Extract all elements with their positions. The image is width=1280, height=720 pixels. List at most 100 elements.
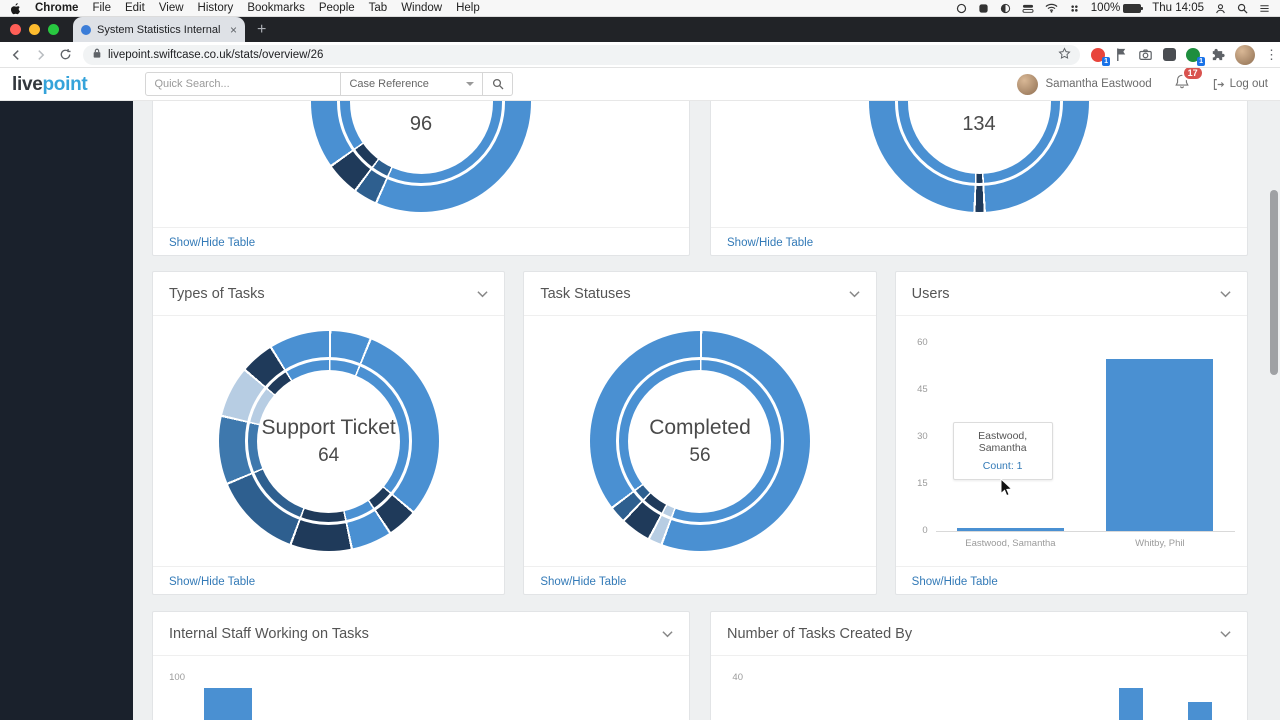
apple-menu-icon[interactable] — [10, 2, 21, 15]
menu-view[interactable]: View — [158, 2, 184, 14]
menu-file[interactable]: File — [92, 2, 111, 14]
card-body: Support Ticket 64 — [153, 316, 504, 566]
bar[interactable] — [956, 527, 1064, 531]
bookmark-star-icon[interactable] — [1058, 46, 1071, 63]
menubar-app-name[interactable]: Chrome — [35, 2, 79, 14]
extension-flag-icon[interactable] — [1115, 47, 1128, 62]
show-hide-table-link[interactable]: Show/Hide Table — [911, 575, 998, 588]
card-title: Types of Tasks — [169, 285, 265, 302]
chevron-down-icon[interactable] — [477, 290, 488, 298]
show-hide-table-link[interactable]: Show/Hide Table — [169, 236, 256, 249]
card-row-1: 96 Show/Hide Table 134 Show/Hide Table — [152, 101, 1248, 256]
y-axis-tick: 40 — [732, 672, 743, 683]
show-hide-table-link[interactable]: Show/Hide Table — [169, 575, 256, 588]
donut-chart-2[interactable]: 134 — [869, 101, 1089, 212]
menu-help[interactable]: Help — [456, 2, 480, 14]
battery-indicator[interactable]: 100% — [1090, 2, 1144, 14]
chevron-down-icon[interactable] — [849, 290, 860, 298]
x-axis-label: Whitby, Phil — [1135, 538, 1185, 549]
close-window-button[interactable] — [10, 24, 21, 35]
card-header[interactable]: Internal Staff Working on Tasks — [153, 612, 689, 656]
url-text[interactable]: livepoint.swiftcase.co.uk/stats/overview… — [108, 48, 324, 61]
extension-icon-1[interactable]: 1 — [1091, 47, 1110, 66]
menu-history[interactable]: History — [197, 2, 234, 14]
menubar-clock[interactable]: Thu 14:05 — [1152, 2, 1204, 14]
x-axis-line — [935, 531, 1235, 532]
status-icon-2[interactable] — [978, 3, 989, 14]
types-of-tasks-card: Types of Tasks Support Ticket 64 Show/Hi… — [152, 271, 506, 596]
sidebar[interactable] — [0, 101, 133, 720]
dashboard-main: 96 Show/Hide Table 134 Show/Hide Table T — [133, 101, 1280, 720]
extension-badge: 1 — [1197, 56, 1205, 66]
menu-window[interactable]: Window — [401, 2, 443, 14]
case-reference-select[interactable]: Case Reference — [341, 72, 484, 96]
app-header: livepoint Case Reference Samantha Eastwo… — [0, 65, 1280, 101]
user-avatar[interactable] — [1016, 73, 1038, 95]
extension-icon-3[interactable]: 1 — [1186, 47, 1205, 66]
browser-tab-active[interactable]: System Statistics Internal - Liv × — [73, 17, 245, 42]
close-tab-icon[interactable]: × — [229, 22, 237, 37]
search-button[interactable] — [483, 72, 514, 96]
task-statuses-donut[interactable]: Completed 56 — [589, 331, 810, 551]
show-hide-table-link[interactable]: Show/Hide Table — [540, 575, 627, 588]
bar[interactable] — [203, 687, 252, 720]
battery-icon — [1123, 3, 1144, 13]
card-footer: Show/Hide Table — [153, 566, 505, 596]
bar[interactable] — [1119, 687, 1144, 720]
spotlight-icon[interactable] — [1237, 3, 1248, 14]
menu-tab[interactable]: Tab — [368, 2, 388, 14]
page-scrollbar-thumb[interactable] — [1270, 190, 1278, 375]
card-header[interactable]: Users — [895, 272, 1247, 316]
logo-point: point — [42, 73, 88, 95]
browser-profile-avatar[interactable] — [1235, 44, 1255, 65]
browser-menu-icon[interactable]: ⋮ — [1265, 46, 1278, 62]
show-hide-table-link[interactable]: Show/Hide Table — [727, 236, 814, 249]
users-bar-chart[interactable]: Eastwood, Samantha Count: 1 0 15 30 45 60 Eas… — [896, 316, 1247, 566]
card-header[interactable]: Types of Tasks — [153, 272, 505, 316]
status-icon-5[interactable] — [1069, 3, 1080, 14]
bar[interactable] — [1188, 701, 1213, 720]
lock-icon[interactable] — [92, 47, 102, 62]
extension-icon-2[interactable] — [1163, 48, 1176, 61]
menu-bookmarks[interactable]: Bookmarks — [247, 2, 305, 14]
address-bar[interactable]: livepoint.swiftcase.co.uk/stats/overview… — [83, 44, 1080, 65]
notifications-button[interactable]: 17 — [1174, 65, 1204, 95]
status-icon-1[interactable] — [956, 3, 967, 14]
status-icon-3[interactable] — [1000, 3, 1011, 14]
chevron-down-icon[interactable] — [1220, 290, 1231, 298]
y-axis-tick: 30 — [917, 431, 928, 442]
new-tab-button[interactable]: + — [257, 20, 267, 38]
extension-camera-icon[interactable] — [1138, 48, 1153, 62]
user-name: Samantha Eastwood — [1045, 78, 1152, 90]
status-icon-4[interactable] — [1022, 3, 1034, 14]
forward-button[interactable] — [34, 48, 48, 62]
battery-percent: 100% — [1090, 2, 1121, 14]
quick-search-input[interactable] — [145, 72, 342, 96]
wifi-icon[interactable] — [1045, 3, 1058, 13]
user-menu-icon[interactable] — [1215, 3, 1226, 14]
control-center-icon[interactable] — [1259, 3, 1270, 14]
minimize-window-button[interactable] — [29, 24, 40, 35]
card-header[interactable]: Number of Tasks Created By — [711, 612, 1247, 656]
menu-edit[interactable]: Edit — [124, 2, 145, 14]
donut-chart-1[interactable]: 96 — [311, 101, 531, 212]
internal-staff-bar-chart[interactable]: 100 — [153, 656, 689, 720]
card-title: Users — [911, 285, 950, 302]
card-header[interactable]: Task Statuses — [524, 272, 876, 316]
logout-button[interactable]: Log out — [1212, 78, 1268, 91]
reload-button[interactable] — [59, 48, 72, 61]
chevron-down-icon — [466, 82, 475, 86]
extensions-puzzle-icon[interactable] — [1210, 47, 1225, 62]
card-title: Internal Staff Working on Tasks — [169, 625, 369, 642]
chevron-down-icon[interactable] — [1220, 630, 1231, 638]
search-icon — [492, 78, 504, 90]
extensions-row: 1 1 ⋮ — [1091, 44, 1278, 66]
tasks-created-bar-chart[interactable]: 40 — [711, 656, 1247, 720]
chevron-down-icon[interactable] — [662, 630, 673, 638]
bar[interactable] — [1106, 358, 1214, 531]
back-button[interactable] — [9, 48, 23, 62]
livepoint-logo[interactable]: livepoint — [12, 73, 88, 95]
menu-people[interactable]: People — [318, 2, 355, 14]
types-of-tasks-donut[interactable]: Support Ticket 64 — [218, 331, 439, 551]
zoom-window-button[interactable] — [48, 24, 59, 35]
